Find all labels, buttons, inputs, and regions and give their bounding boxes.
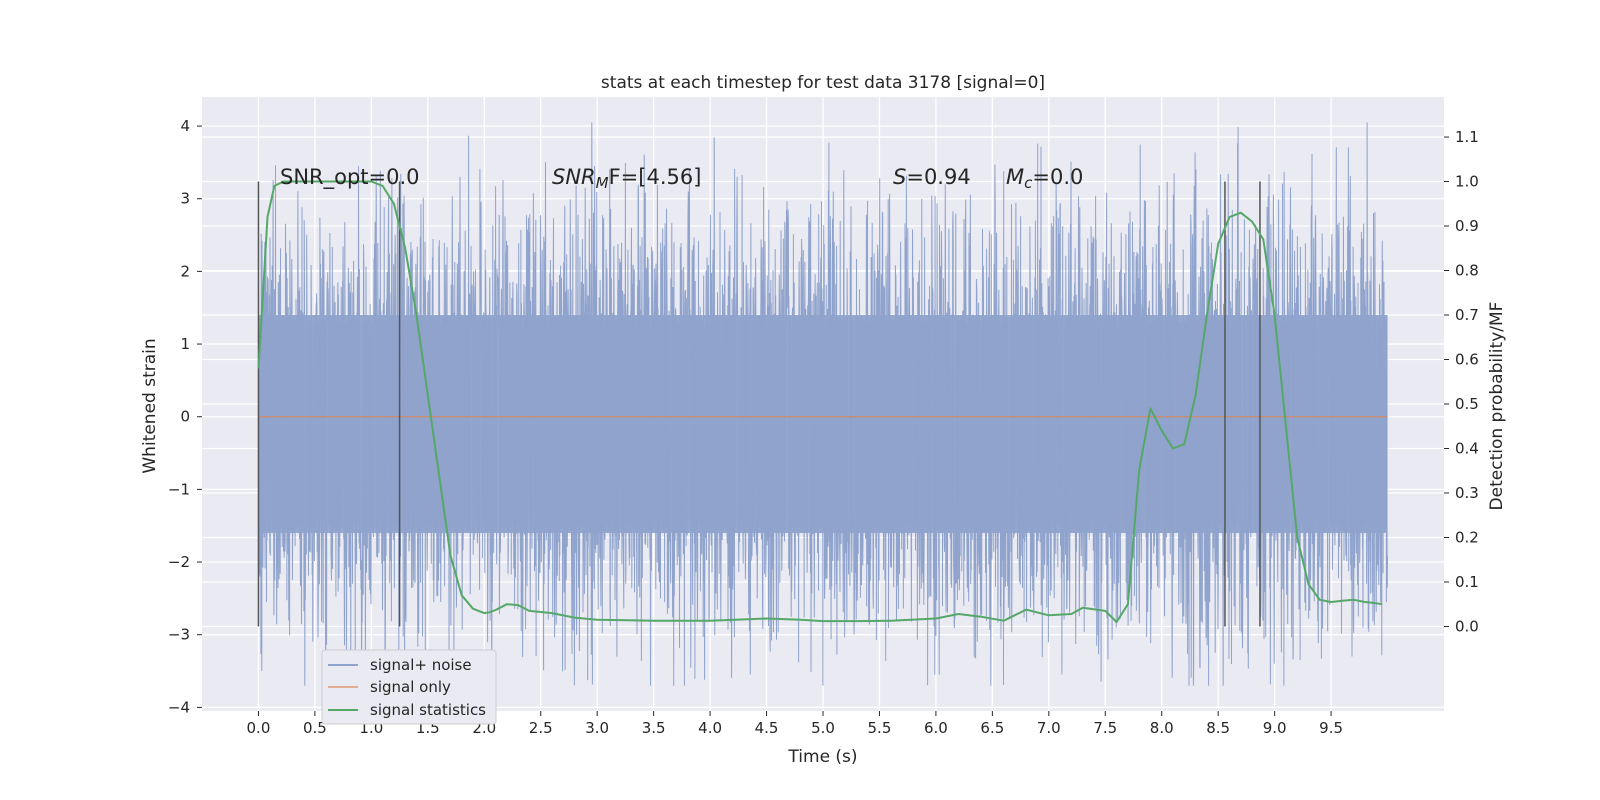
- y-tick-label: 4: [180, 117, 190, 135]
- annotation-snr-mf: SNRMF=[4.56]: [552, 165, 701, 192]
- x-tick-label: 4.5: [755, 719, 779, 737]
- x-tick-label: 9.0: [1263, 719, 1287, 737]
- y-axis-ticks: 4 3 2 1 0 −1 −2 −3 −4: [168, 117, 202, 716]
- annotation-mc: Mc=0.0: [1006, 165, 1083, 192]
- x-tick-label: 5.5: [868, 719, 892, 737]
- legend-label-signal-only: signal only: [370, 678, 451, 696]
- x-tick-label: 6.5: [980, 719, 1004, 737]
- s-value: =0.94: [906, 165, 970, 189]
- series-signal-plus-noise: [258, 122, 1388, 686]
- x-axis-ticks: 0.0 0.5 1.0 1.5 2.0 2.5 3.0 3.5 4.0 4.5 5.0 5.5 6.0 6…: [247, 711, 1343, 737]
- y2-tick-label: 0.4: [1455, 439, 1479, 457]
- y-axis-label: Whitened strain: [140, 338, 160, 473]
- y2-axis-label: Detection probability/MF: [1487, 302, 1507, 511]
- x-tick-label: 8.0: [1150, 719, 1174, 737]
- y-tick-label: −1: [168, 480, 190, 498]
- y2-tick-label: 0.6: [1455, 351, 1479, 369]
- y2-tick-label: 0.5: [1455, 395, 1479, 413]
- y-tick-label: −2: [168, 553, 190, 571]
- mc-subscript: c: [1024, 174, 1033, 192]
- x-tick-label: 9.5: [1319, 719, 1343, 737]
- snr-mf-value: F=[4.56]: [609, 165, 702, 189]
- series-signal-statistics: [257, 180, 1383, 623]
- x-tick-label: 7.5: [1093, 719, 1117, 737]
- x-axis-label: Time (s): [787, 747, 857, 767]
- annotation-snr-opt: SNR_opt=0.0: [280, 165, 420, 190]
- legend: signal+ noise signal only signal statist…: [321, 649, 497, 725]
- y-tick-label: 1: [180, 335, 190, 353]
- y2-tick-label: 0.8: [1455, 262, 1479, 280]
- signal-plus-noise-line: [258, 122, 1388, 686]
- y-tick-label: 3: [180, 190, 190, 208]
- y2-tick-label: 0.7: [1455, 306, 1479, 324]
- y-tick-label: −4: [168, 698, 190, 716]
- mc-label: M: [1006, 165, 1024, 189]
- y-tick-label: 2: [180, 262, 190, 280]
- snr-mf-label: SNR: [552, 165, 596, 189]
- x-tick-label: 8.5: [1206, 719, 1230, 737]
- y2-tick-label: 0.0: [1455, 617, 1479, 635]
- y2-tick-label: 0.2: [1455, 528, 1479, 546]
- y2-tick-label: 1.0: [1455, 173, 1479, 191]
- x-tick-label: 7.0: [1037, 719, 1061, 737]
- x-tick-label: 6.0: [924, 719, 948, 737]
- x-tick-label: 4.0: [698, 719, 722, 737]
- legend-label-signal-statistics: signal statistics: [370, 701, 486, 719]
- y-tick-label: 0: [180, 408, 190, 426]
- x-tick-label: 2.5: [529, 719, 553, 737]
- y2-tick-label: 0.3: [1455, 484, 1479, 502]
- x-tick-label: 3.0: [585, 719, 609, 737]
- y2-tick-label: 1.1: [1455, 128, 1479, 146]
- s-label: S: [893, 165, 906, 189]
- mc-value: =0.0: [1032, 165, 1083, 189]
- x-tick-label: 5.0: [811, 719, 835, 737]
- chart-title: stats at each timestep for test data 317…: [601, 73, 1045, 93]
- x-tick-label: 0.0: [247, 719, 271, 737]
- signal-statistics-line: [257, 180, 1383, 623]
- x-tick-label: 0.5: [303, 719, 327, 737]
- x-tick-label: 3.5: [642, 719, 666, 737]
- y2-tick-label: 0.9: [1455, 217, 1479, 235]
- y-tick-label: −3: [168, 626, 190, 644]
- y2-tick-label: 0.1: [1455, 573, 1479, 591]
- legend-box: [321, 649, 497, 725]
- snr-mf-subscript: M: [596, 174, 609, 192]
- vertical-markers: [257, 181, 1261, 627]
- legend-label-signal-plus-noise: signal+ noise: [370, 656, 472, 674]
- annotation-s: S=0.94: [893, 165, 971, 189]
- y2-axis-ticks: 1.1 1.0 0.9 0.8 0.7 0.6 0.5 0.4 0.3 0.2 0.1 0.0: [1444, 128, 1479, 635]
